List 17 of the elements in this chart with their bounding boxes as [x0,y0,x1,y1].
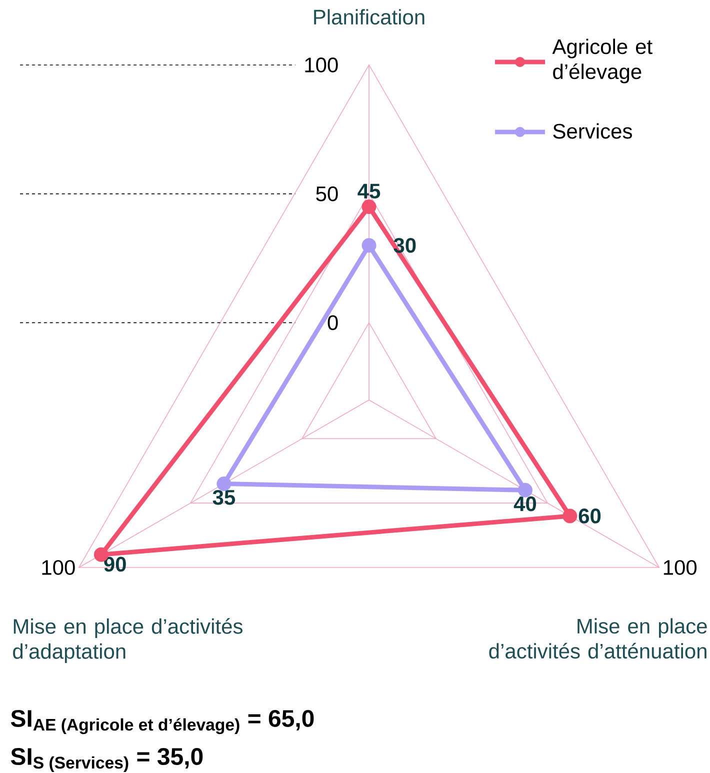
spoke-label: Mise en place d’activités d’atténuation [489,618,707,659]
text: $\textbf{SI}_{\textbf{S (Services)}}\textbf{ = 35,0}$ [10,748,203,772]
text: 100 [664,560,697,575]
legend-label: Agricole et d’élevage [552,38,652,84]
data-label: 60 [578,508,601,524]
data-label: 45 [358,184,380,199]
data-label: 90 [104,556,126,572]
y-tick-label: 0 [328,315,338,330]
spoke-label: Mise en place d’activités d’adaptation [13,618,242,664]
text: 100 [42,560,75,575]
y-tick-label: 50 [316,186,338,202]
legend-label: Services [553,123,632,139]
spoke-label: Planification [314,9,424,25]
data-label: 40 [514,496,536,512]
y-tick-label: 100 [305,58,338,72]
text: $\textbf{SI}_{\textbf{AE (Agricole et d’élevage)}}\textbf{ = 65,0}$ [10,710,314,734]
data-label: 35 [212,490,236,505]
